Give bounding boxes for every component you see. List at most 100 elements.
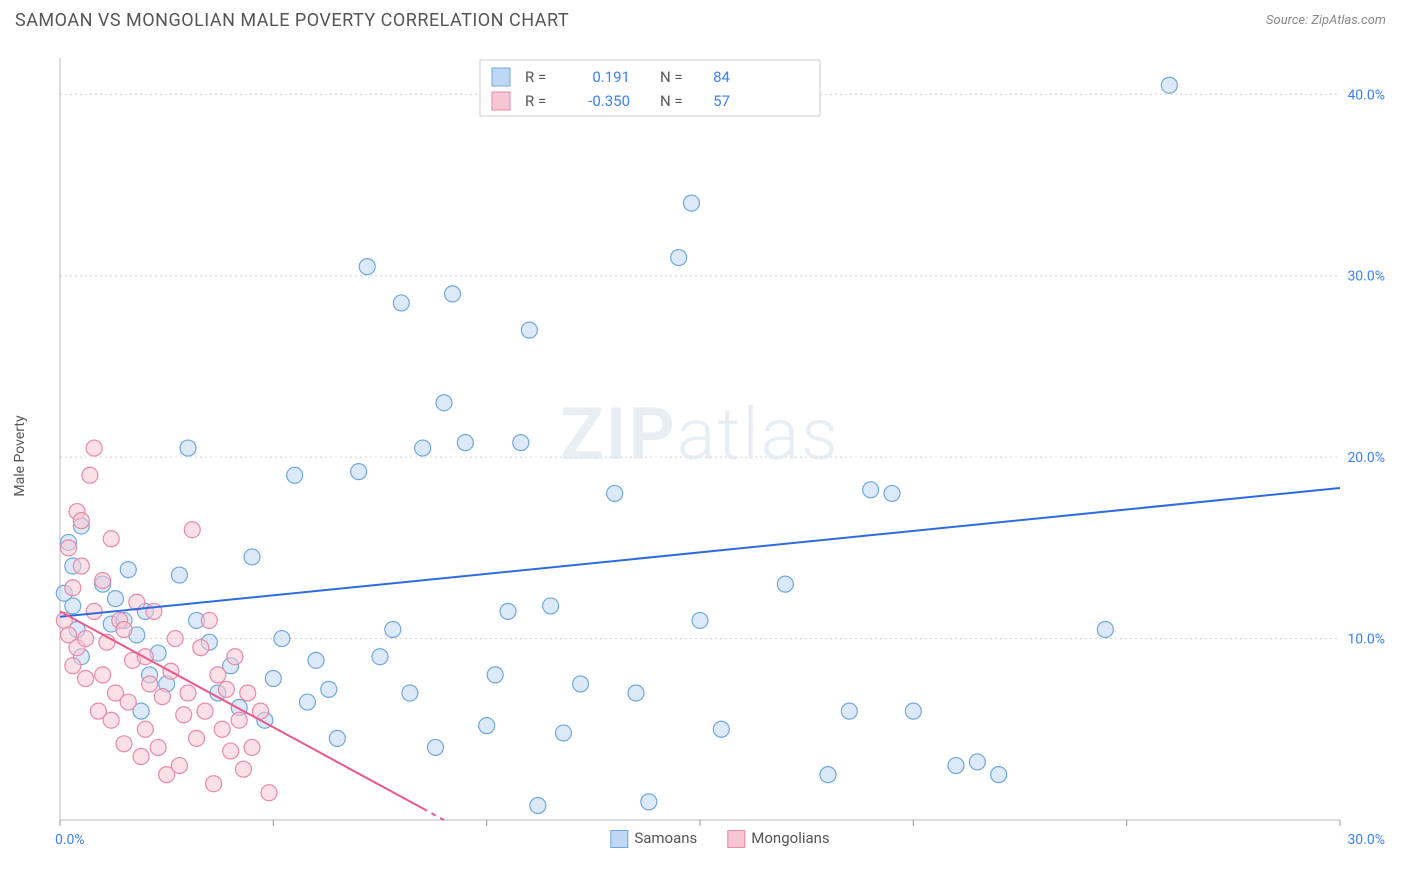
data-point	[197, 703, 213, 719]
data-point	[95, 573, 111, 589]
data-point	[513, 435, 529, 451]
data-point	[235, 761, 251, 777]
data-point	[713, 721, 729, 737]
data-point	[671, 250, 687, 266]
legend-swatch	[492, 92, 510, 110]
data-point	[137, 721, 153, 737]
data-point	[73, 513, 89, 529]
legend-n-value: 84	[713, 68, 730, 86]
data-point	[86, 603, 102, 619]
legend-label: Samoans	[634, 829, 697, 847]
data-point	[154, 689, 170, 705]
y-tick-label: 30.0%	[1347, 269, 1385, 285]
data-point	[261, 785, 277, 801]
x-tick-label: 30.0%	[1347, 832, 1385, 848]
data-point	[120, 562, 136, 578]
legend-item: Mongolians	[727, 829, 829, 848]
data-point	[607, 485, 623, 501]
data-point	[393, 295, 409, 311]
data-point	[385, 622, 401, 638]
legend-swatch	[610, 830, 628, 848]
data-point	[214, 721, 230, 737]
data-point	[427, 739, 443, 755]
data-point	[231, 712, 247, 728]
data-point	[86, 440, 102, 456]
data-point	[210, 667, 226, 683]
footer-legend: Samoans Mongolians	[610, 829, 829, 848]
data-point	[777, 576, 793, 592]
data-point	[244, 739, 260, 755]
data-point	[103, 712, 119, 728]
data-point	[351, 464, 367, 480]
data-point	[287, 467, 303, 483]
chart-title: SAMOAN VS MONGOLIAN MALE POVERTY CORRELA…	[15, 10, 569, 31]
data-point	[65, 658, 81, 674]
data-point	[95, 667, 111, 683]
data-point	[308, 652, 324, 668]
data-point	[905, 703, 921, 719]
data-point	[436, 395, 452, 411]
data-point	[372, 649, 388, 665]
data-point	[206, 776, 222, 792]
x-tick-label: 0.0%	[55, 832, 85, 848]
data-point	[150, 739, 166, 755]
legend-swatch	[727, 830, 745, 848]
data-point	[329, 730, 345, 746]
data-point	[103, 531, 119, 547]
data-point	[820, 767, 836, 783]
data-point	[1097, 622, 1113, 638]
legend-r-label: R =	[525, 68, 546, 86]
watermark: ZIPatlas	[560, 392, 840, 477]
data-point	[176, 707, 192, 723]
data-point	[240, 685, 256, 701]
data-point	[146, 603, 162, 619]
data-point	[991, 767, 1007, 783]
data-point	[683, 195, 699, 211]
data-point	[479, 718, 495, 734]
data-point	[171, 758, 187, 774]
y-tick-label: 20.0%	[1347, 450, 1385, 466]
data-point	[863, 482, 879, 498]
data-point	[321, 681, 337, 697]
data-point	[415, 440, 431, 456]
legend-n-label: N =	[660, 68, 683, 86]
source-attribution: Source: ZipAtlas.com	[1266, 13, 1386, 28]
data-point	[487, 667, 503, 683]
data-point	[167, 631, 183, 647]
data-point	[223, 743, 239, 759]
data-point	[180, 685, 196, 701]
data-point	[133, 749, 149, 765]
legend-r-value: -0.350	[588, 92, 630, 110]
data-point	[180, 440, 196, 456]
trend-line	[60, 611, 423, 808]
data-point	[521, 322, 537, 338]
scatter-chart: 10.0%20.0%30.0%40.0%0.0%30.0%ZIPatlasR =…	[50, 48, 1390, 848]
data-point	[193, 640, 209, 656]
data-point	[201, 612, 217, 628]
data-point	[530, 797, 546, 813]
data-point	[641, 794, 657, 810]
data-point	[244, 549, 260, 565]
data-point	[299, 694, 315, 710]
legend-label: Mongolians	[751, 829, 829, 847]
legend-n-label: N =	[660, 92, 683, 110]
data-point	[61, 540, 77, 556]
legend-r-value: 0.191	[592, 68, 630, 86]
data-point	[274, 631, 290, 647]
data-point	[948, 758, 964, 774]
legend-item: Samoans	[610, 829, 697, 848]
data-point	[445, 286, 461, 302]
data-point	[543, 598, 559, 614]
data-point	[171, 567, 187, 583]
data-point	[184, 522, 200, 538]
data-point	[65, 580, 81, 596]
data-point	[573, 676, 589, 692]
data-point	[73, 558, 89, 574]
legend-swatch	[492, 68, 510, 86]
legend-n-value: 57	[713, 92, 730, 110]
data-point	[841, 703, 857, 719]
data-point	[628, 685, 644, 701]
data-point	[218, 681, 234, 697]
data-point	[402, 685, 418, 701]
data-point	[107, 591, 123, 607]
